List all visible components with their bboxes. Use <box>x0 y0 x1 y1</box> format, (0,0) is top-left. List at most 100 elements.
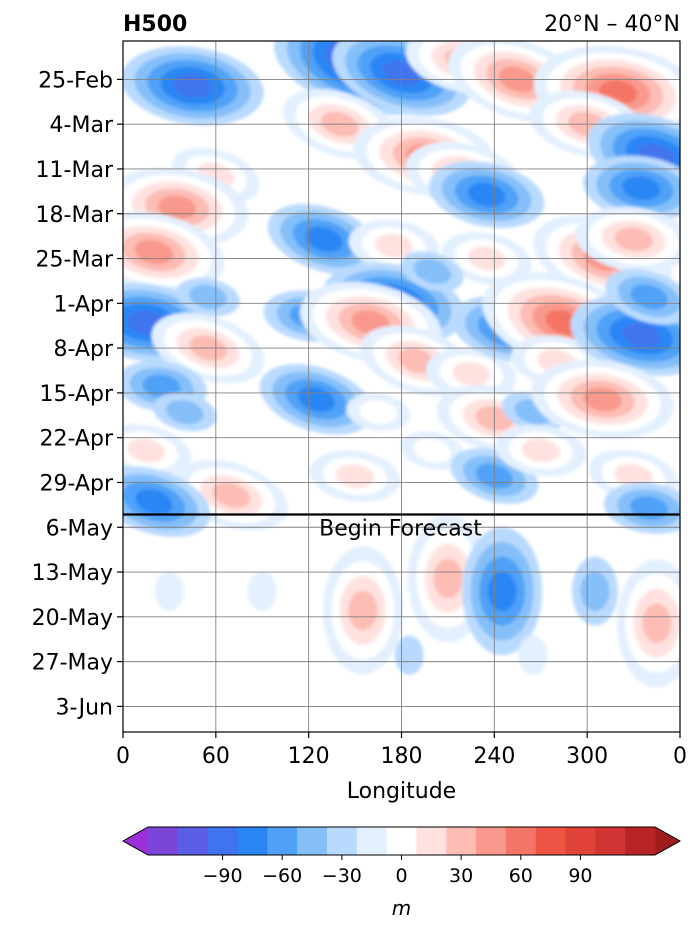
contour-band <box>212 482 250 508</box>
chart-title-left: H500 <box>123 12 187 37</box>
anomaly-blob <box>462 527 543 656</box>
colorbar: −90 −60 −30 0 30 60 90 <box>121 826 682 887</box>
y-tick-label: 1-Apr <box>53 292 113 317</box>
anomaly-blob <box>616 559 680 688</box>
contour-band <box>394 635 424 675</box>
grid-lines <box>123 41 680 732</box>
contour-band <box>487 571 517 611</box>
colorbar-extend-min <box>123 827 148 855</box>
anomaly-blob <box>571 556 618 626</box>
x-tick-label: 240 <box>473 744 515 769</box>
anomaly-blob <box>123 466 211 538</box>
y-axis: 25-Feb 4-Mar 11-Mar 18-Mar 25-Mar 1-Apr 8-Apr 1… <box>32 68 123 720</box>
colorbar-segment <box>177 827 209 855</box>
x-axis: 0 60 120 180 240 300 0 <box>116 732 687 769</box>
plot-area: Begin Forecast <box>123 41 680 732</box>
contour-band <box>452 361 491 386</box>
contour-band <box>165 399 204 425</box>
y-tick-label: 3-Jun <box>55 695 113 720</box>
contour-band <box>374 233 413 258</box>
anomaly-blob <box>309 450 401 502</box>
contour-band <box>521 438 560 463</box>
contour-band <box>305 226 343 252</box>
colorbar-outline <box>121 826 682 856</box>
contour-band <box>622 323 661 348</box>
y-tick-label: 8-Apr <box>53 337 113 362</box>
anomaly-blob <box>346 393 411 431</box>
contour-band <box>622 176 661 201</box>
colorbar-tick-label: 60 <box>509 865 533 887</box>
colorbar-segment <box>505 827 537 855</box>
colorbar-label: m <box>392 896 411 920</box>
colorbar-segment <box>148 827 179 855</box>
anomaly-blob <box>153 392 217 432</box>
anomaly-blob <box>123 46 264 126</box>
chart-title-right: 20°N – 40°N <box>544 12 680 37</box>
contour-band <box>467 182 506 207</box>
colorbar-segment <box>326 827 358 855</box>
anomaly-blob <box>531 359 674 439</box>
colorbar-segment <box>356 827 387 855</box>
contour-band <box>154 571 184 611</box>
colorbar-segment <box>297 827 328 855</box>
x-tick-label: 180 <box>381 744 423 769</box>
colorbar-segment <box>416 827 447 855</box>
anomaly-blob <box>575 206 680 272</box>
y-tick-label: 13-May <box>32 561 113 586</box>
y-tick-label: 22-Apr <box>39 427 113 452</box>
y-tick-label: 20-May <box>32 606 113 631</box>
anomaly-blob <box>154 571 184 611</box>
colorbar-segment <box>565 827 596 855</box>
contour-band <box>173 73 212 98</box>
contour-band <box>583 387 622 412</box>
colorbar-tick-label: −60 <box>262 865 302 887</box>
anomaly-blob <box>267 203 381 275</box>
colorbar-segment <box>476 827 507 855</box>
colorbar-segment <box>595 827 626 855</box>
colorbar-segment <box>535 827 566 855</box>
x-axis-label: Longitude <box>347 779 456 804</box>
anomaly-blob <box>259 363 373 435</box>
contour-band <box>348 590 378 631</box>
colorbar-segment <box>237 827 268 855</box>
colorbar-segment <box>386 827 417 855</box>
x-tick-label: 300 <box>566 744 608 769</box>
anomaly-blob <box>605 269 680 325</box>
contour-band <box>359 400 398 424</box>
y-tick-label: 25-Feb <box>38 68 113 93</box>
y-tick-label: 29-Apr <box>39 471 113 496</box>
contour-band <box>614 227 653 252</box>
anomaly-contours <box>123 41 680 688</box>
colorbar-tick-label: 90 <box>568 865 592 887</box>
colorbar-tick-label: 30 <box>449 865 473 887</box>
contour-band <box>413 258 452 284</box>
colorbar-tick-label: 0 <box>395 865 407 887</box>
anomaly-blob <box>518 635 548 675</box>
y-tick-label: 4-Mar <box>50 113 114 138</box>
anomaly-blob <box>400 431 465 470</box>
y-tick-label: 11-Mar <box>36 158 114 183</box>
anomaly-blob <box>428 161 545 229</box>
contour-band <box>127 438 166 463</box>
x-tick-label: 0 <box>673 744 687 769</box>
contour-band <box>580 571 610 611</box>
x-tick-label: 60 <box>202 744 230 769</box>
contour-band <box>518 635 548 675</box>
y-tick-label: 15-Apr <box>39 382 113 407</box>
contour-band <box>642 603 672 643</box>
contour-band <box>247 571 277 611</box>
y-tick-label: 27-May <box>32 651 113 676</box>
contour-band <box>135 489 173 515</box>
colorbar-segment <box>446 827 477 855</box>
colorbar-segment <box>267 827 298 855</box>
y-tick-label: 18-Mar <box>36 203 114 228</box>
colorbar-segment <box>625 827 656 855</box>
anomaly-blob <box>322 546 403 675</box>
colorbar-tick-label: −30 <box>322 865 362 887</box>
anomaly-blob <box>401 251 464 292</box>
contour-band <box>413 438 452 463</box>
x-tick-label: 0 <box>116 744 130 769</box>
anomaly-blob <box>247 571 277 611</box>
y-tick-label: 25-Mar <box>36 248 114 273</box>
